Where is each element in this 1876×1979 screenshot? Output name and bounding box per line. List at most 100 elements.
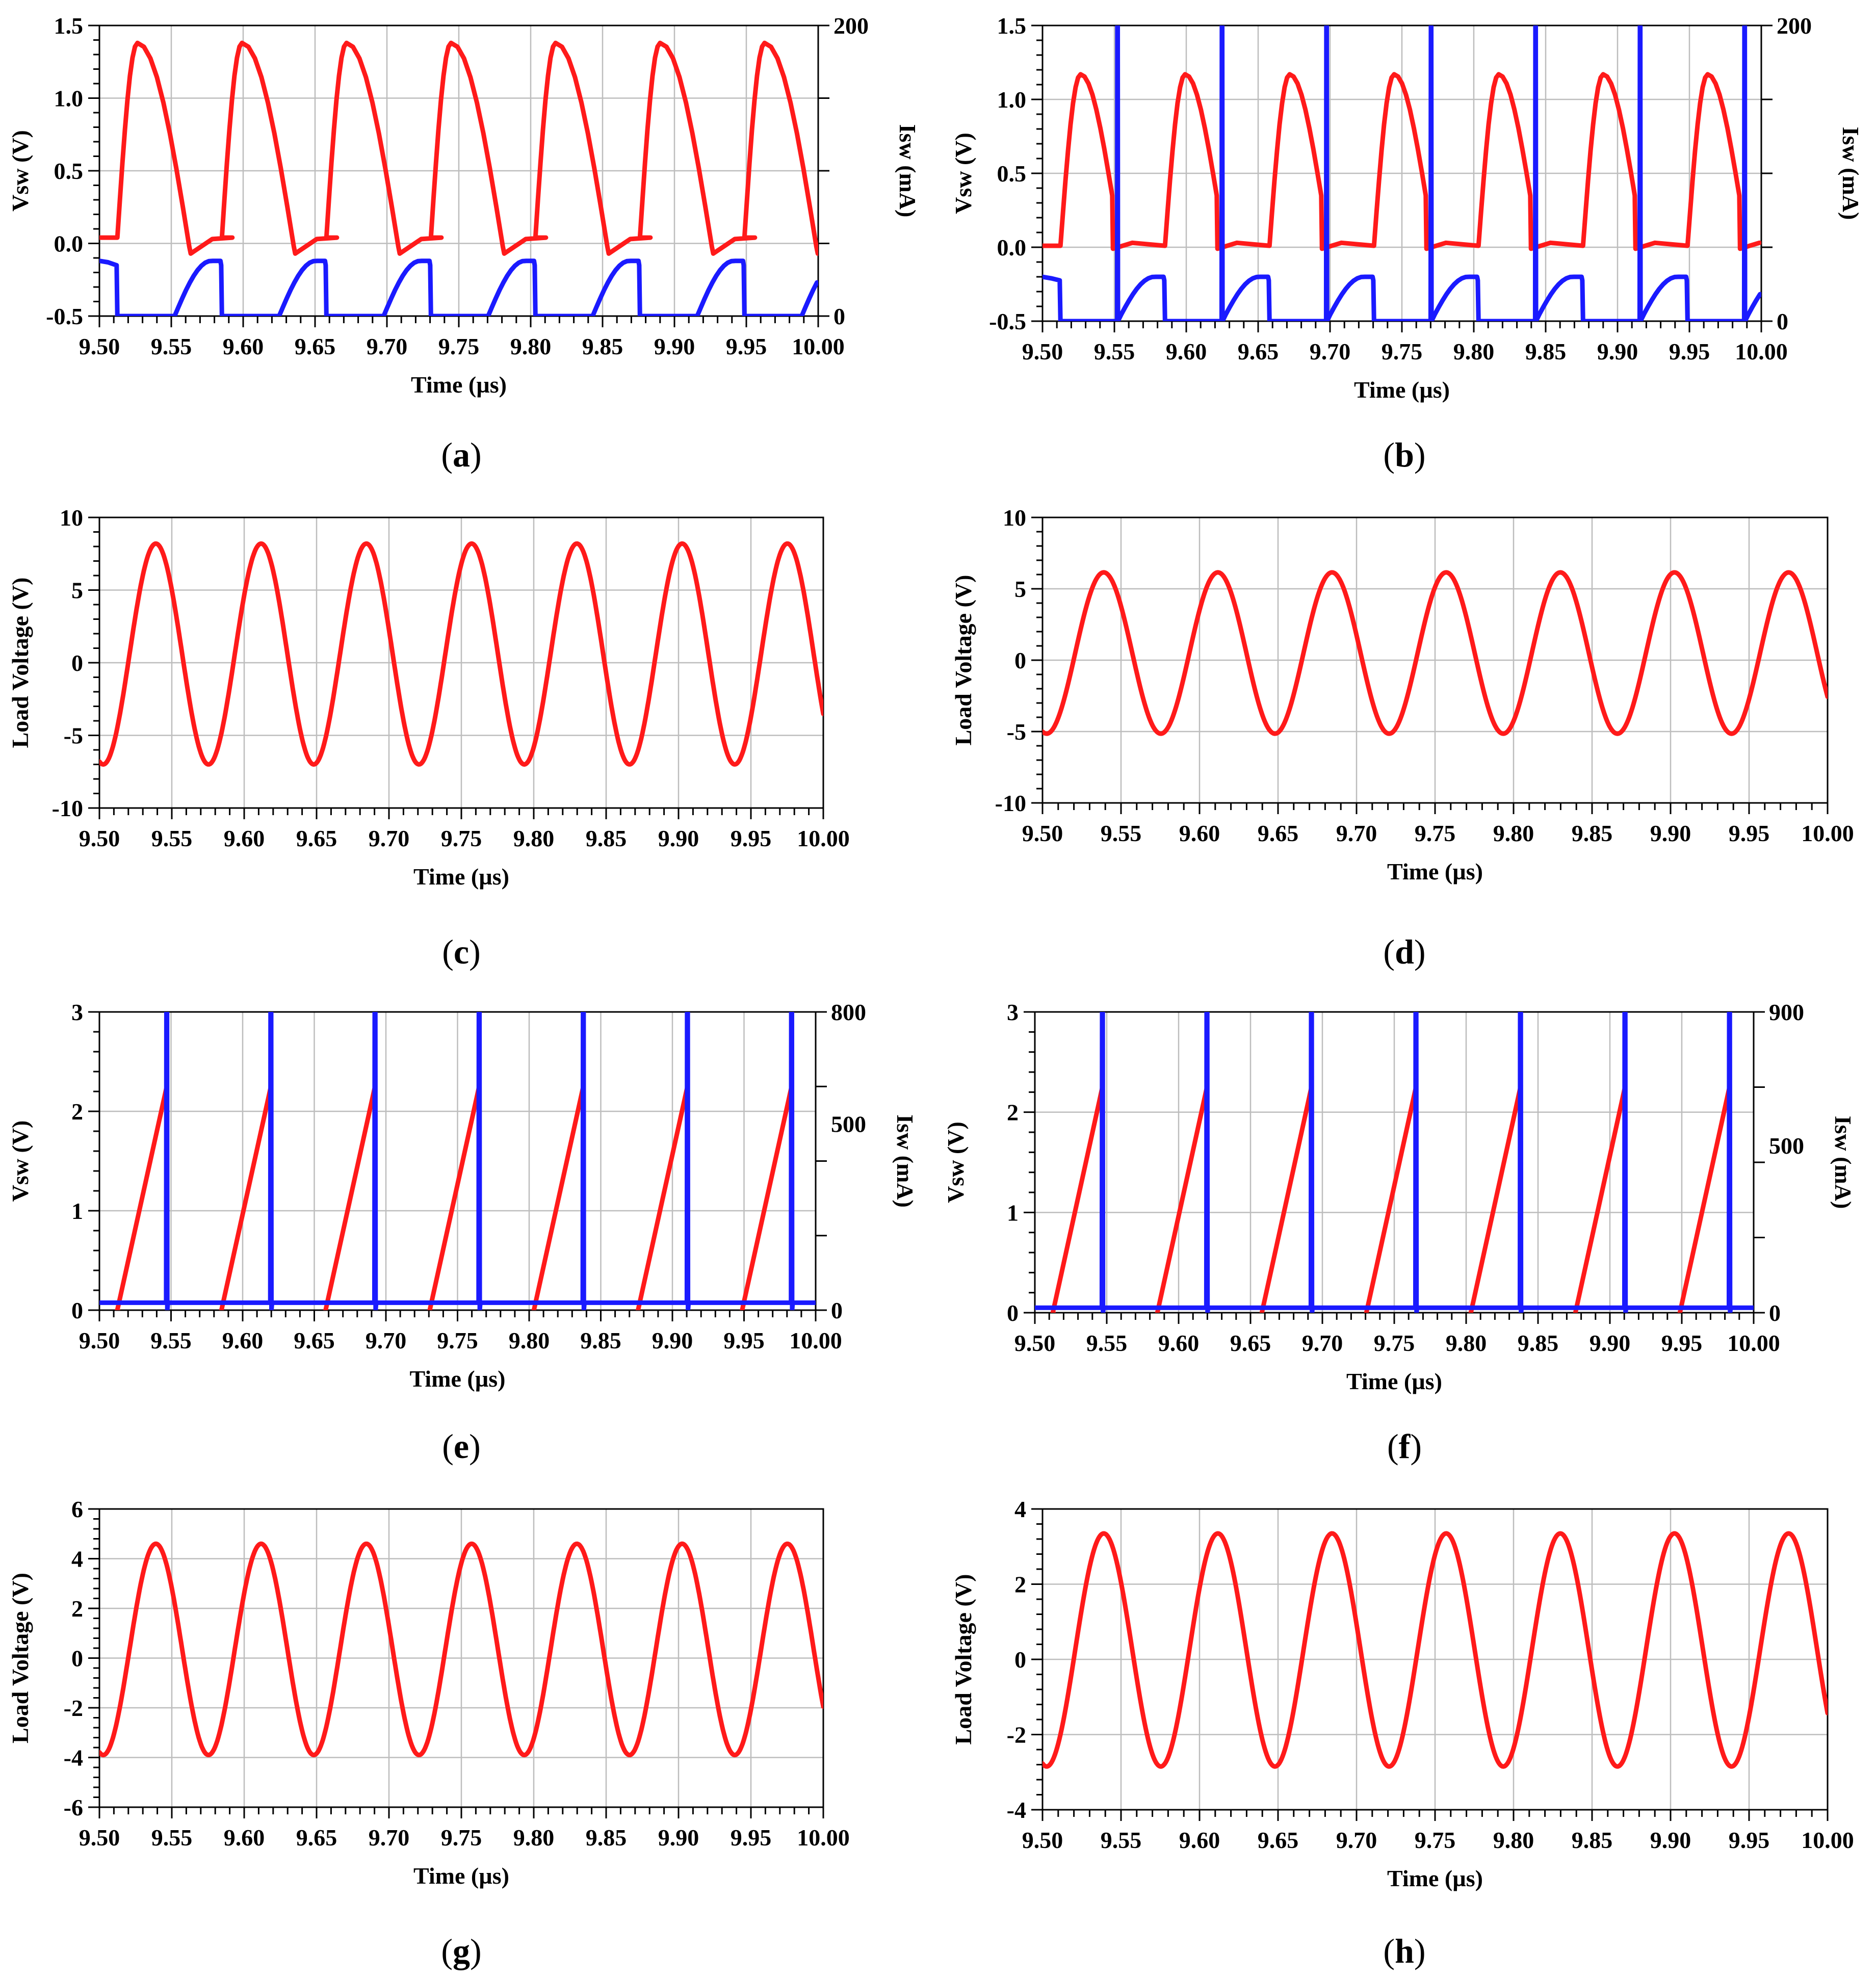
- x-tick-label: 9.75: [1374, 1330, 1415, 1356]
- ticks: [88, 517, 823, 819]
- y-axis-title: Load Voltage (V): [7, 1573, 33, 1743]
- x-tick-label: 9.65: [294, 1327, 335, 1353]
- x-tick-label: 9.85: [1572, 820, 1613, 846]
- x-tick-label: 9.55: [151, 1825, 193, 1851]
- panel-caption: (f): [1387, 1427, 1422, 1466]
- x-axis-title: Time (µs): [1387, 1865, 1483, 1891]
- caption-letter: a: [453, 435, 470, 474]
- series-vsw: [117, 1086, 792, 1310]
- x-tick-label: 9.80: [1453, 338, 1495, 364]
- x-tick-label: 9.95: [1729, 820, 1770, 846]
- y-tick-label: -10: [52, 795, 83, 821]
- panel-caption: (d): [1383, 932, 1425, 971]
- y2-tick-label: 0: [833, 303, 845, 329]
- y-tick-label: -10: [995, 790, 1026, 816]
- y2-axis-title: Isw (mA): [1838, 127, 1864, 220]
- x-tick-label: 9.65: [1230, 1330, 1271, 1356]
- panel-a: 9.50 9.55 9.60 9.65 9.70 9.75 9.80 9.85 9.90 9.95…: [7, 13, 921, 398]
- x-tick-label: 9.70: [1336, 820, 1377, 846]
- x-axis-title: Time (µs): [1354, 377, 1450, 403]
- x-tick-label: 10.00: [789, 1327, 842, 1353]
- x-tick-label: 10.00: [1801, 820, 1854, 846]
- x-tick-label: 9.60: [222, 1327, 264, 1353]
- x-tick-label: 9.85: [1572, 1827, 1613, 1853]
- x-tick-label: 9.75: [441, 1825, 482, 1851]
- grid: [99, 1012, 816, 1310]
- y2-tick-label: 200: [833, 13, 869, 39]
- y-tick-label: 1: [71, 1198, 83, 1224]
- x-tick-label: 9.75: [1415, 820, 1456, 846]
- x-tick-label: 9.85: [582, 333, 623, 359]
- y-axis-title: Load Voltage (V): [950, 1574, 976, 1745]
- grid: [99, 25, 818, 316]
- x-tick-label: 9.65: [1258, 1827, 1299, 1853]
- x-tick-label: 9.65: [295, 333, 336, 359]
- y-tick-label: -4: [64, 1745, 83, 1771]
- grid: [1043, 517, 1828, 803]
- x-tick-label: 9.55: [1094, 338, 1135, 364]
- x-tick-label: 9.90: [1590, 1330, 1631, 1356]
- x-tick-label: 9.70: [369, 825, 410, 851]
- x-tick-label: 9.95: [731, 1825, 772, 1851]
- x-tick-label: 9.95: [1661, 1330, 1703, 1356]
- x-tick-label: 9.50: [1014, 1330, 1056, 1356]
- y-tick-label: 0.5: [54, 158, 84, 184]
- x-tick-label: 9.60: [1179, 820, 1220, 846]
- y-tick-label: -2: [1007, 1722, 1026, 1748]
- panel-caption: (c): [442, 932, 481, 971]
- y-tick-label: 0: [1007, 1300, 1019, 1326]
- x-axis-title: Time (µs): [413, 864, 509, 890]
- caption-letter: d: [1395, 932, 1414, 971]
- x-axis-title: Time (µs): [413, 1863, 509, 1889]
- y2-axis-title: Isw (mA): [895, 124, 921, 218]
- y-tick-label: 3: [1007, 999, 1019, 1025]
- y2-tick-label: 0: [1777, 308, 1788, 334]
- grid: [99, 1509, 823, 1807]
- x-tick-label: 9.85: [580, 1327, 621, 1353]
- x-tick-label: 9.80: [1493, 1827, 1534, 1853]
- y-axis-title: Vsw (V): [943, 1122, 969, 1203]
- x-tick-label: 9.65: [1238, 338, 1279, 364]
- x-axis-title: Time (µs): [1387, 858, 1483, 884]
- panel-b: 9.50 9.55 9.60 9.65 9.70 9.75 9.80 9.85 9.90 9.95…: [950, 0, 1864, 403]
- y-axis-title: Vsw (V): [7, 1121, 33, 1202]
- y-tick-label: 1.5: [54, 13, 84, 39]
- x-tick-label: 9.75: [441, 825, 482, 851]
- y-tick-label: 2: [1007, 1100, 1019, 1126]
- x-tick-label: 9.75: [438, 333, 480, 359]
- y2-tick-label: 0: [1769, 1300, 1781, 1326]
- y-axis-title: Load Voltage (V): [950, 575, 976, 746]
- y2-tick-label: 800: [831, 999, 866, 1025]
- y-axis-title: Load Voltage (V): [7, 578, 33, 748]
- y-tick-label: -4: [1007, 1797, 1026, 1823]
- y2-axis-title: Isw (mA): [1830, 1116, 1856, 1209]
- x-tick-label: 9.55: [150, 1327, 192, 1353]
- y-tick-label: -0.5: [989, 308, 1026, 334]
- x-tick-label: 9.60: [1179, 1827, 1220, 1853]
- x-tick-label: 9.95: [1669, 338, 1710, 364]
- panel-h: 9.50 9.55 9.60 9.65 9.70 9.75 9.80 9.85 9.90 9.95…: [950, 1496, 1854, 1891]
- figure: 9.50 9.55 9.60 9.65 9.70 9.75 9.80 9.85 9.90 9.95…: [0, 0, 1876, 1979]
- panel-caption: (g): [441, 1932, 481, 1970]
- x-tick-label: 9.55: [1101, 1827, 1142, 1853]
- y-tick-label: 1.5: [997, 13, 1027, 39]
- x-tick-label: 9.55: [151, 333, 192, 359]
- grid: [1035, 1012, 1754, 1313]
- x-tick-label: 9.70: [369, 1825, 410, 1851]
- y-tick-label: 5: [71, 578, 83, 604]
- caption-letter: e: [454, 1427, 469, 1466]
- series-vsw: [1053, 1087, 1729, 1313]
- y-tick-label: 0: [71, 650, 83, 676]
- x-tick-label: 9.50: [79, 1825, 120, 1851]
- y-tick-label: 1.0: [997, 87, 1027, 113]
- x-tick-label: 9.85: [586, 825, 627, 851]
- x-tick-label: 9.90: [1650, 820, 1691, 846]
- panel-caption: (e): [442, 1427, 481, 1466]
- y2-tick-label: 0: [831, 1297, 843, 1323]
- y2-tick-label: 900: [1769, 999, 1804, 1025]
- x-tick-label: 9.65: [1258, 820, 1299, 846]
- y-tick-label: -0.5: [46, 303, 83, 329]
- panel-e: 9.50 9.55 9.60 9.65 9.70 9.75 9.80 9.85 9.90 9.95…: [7, 975, 918, 1392]
- x-tick-label: 9.75: [1382, 338, 1423, 364]
- x-tick-label: 9.60: [224, 825, 265, 851]
